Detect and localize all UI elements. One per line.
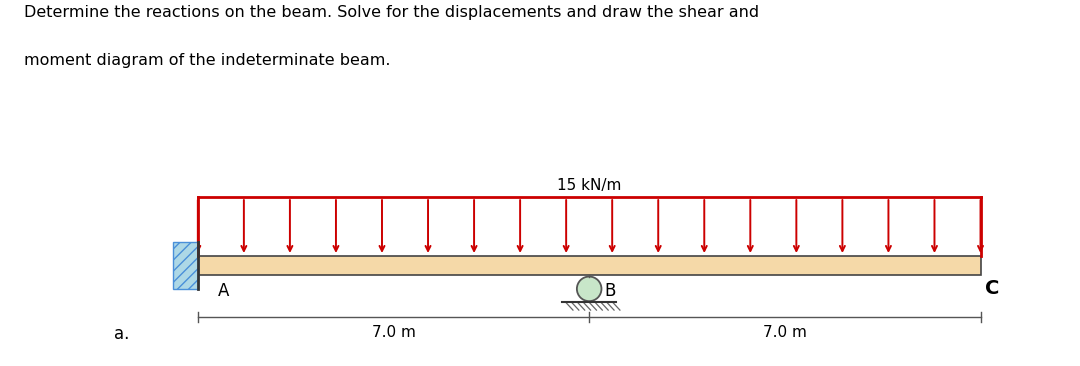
Text: B: B xyxy=(605,282,617,300)
Text: C: C xyxy=(985,279,999,298)
Text: 15 kN/m: 15 kN/m xyxy=(557,178,621,193)
Text: a.: a. xyxy=(114,325,130,343)
Text: moment diagram of the indeterminate beam.: moment diagram of the indeterminate beam… xyxy=(24,53,390,68)
Text: 7.0 m: 7.0 m xyxy=(762,325,807,340)
Text: A: A xyxy=(217,282,229,300)
Bar xyxy=(198,256,981,276)
Text: Determine the reactions on the beam. Solve for the displacements and draw the sh: Determine the reactions on the beam. Sol… xyxy=(24,5,759,20)
Bar xyxy=(173,242,198,290)
Text: 7.0 m: 7.0 m xyxy=(372,325,416,340)
Circle shape xyxy=(577,277,602,301)
